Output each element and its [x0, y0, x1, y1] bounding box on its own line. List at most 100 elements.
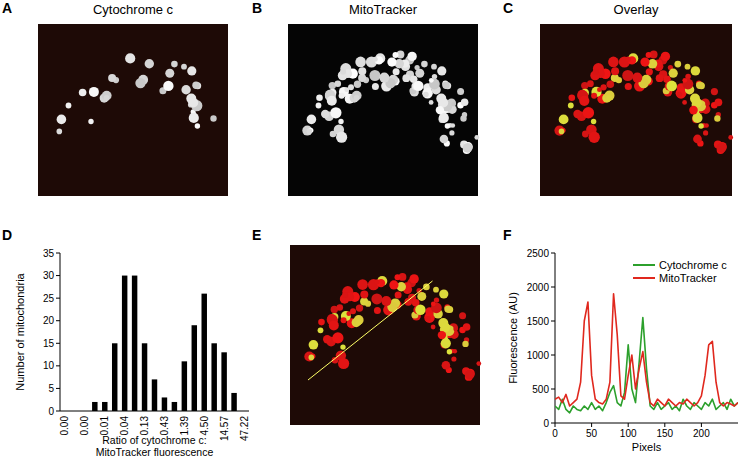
mitochondrion: [431, 64, 437, 70]
mitochondrion: [661, 52, 670, 61]
mitochondrion: [693, 135, 702, 144]
micrograph: [290, 245, 481, 425]
x-tick-label: 1.39: [179, 416, 190, 436]
mitochondrion: [356, 304, 363, 311]
mitochondrion: [89, 87, 99, 97]
mitochondrion: [393, 68, 400, 75]
y-axis-label: Fluorescence (AU): [507, 292, 519, 384]
y-tick-label: 1500: [527, 316, 550, 327]
mitochondrion: [474, 135, 479, 140]
mitochondrion: [611, 67, 619, 75]
mitochondrion: [373, 57, 378, 62]
mitochondrion: [711, 88, 718, 95]
plot-area: [555, 294, 738, 413]
mitochondrion: [321, 110, 329, 118]
mitochondrion: [79, 89, 87, 97]
mitochondrion: [476, 361, 481, 366]
panel-label: C: [503, 0, 513, 16]
mitochondrion: [442, 361, 451, 370]
mitochondrion: [357, 279, 368, 290]
mitochondrion: [344, 87, 349, 92]
mitochondrion: [181, 85, 190, 94]
mitochondrion: [381, 296, 391, 306]
profile-line: [308, 281, 433, 380]
micrograph: [38, 24, 228, 196]
mitochondrion: [656, 74, 664, 82]
mitochondrion: [393, 52, 399, 58]
y-tick-label: 2000: [527, 282, 550, 293]
legend-label: Cytochrome c: [659, 259, 727, 271]
mitochondrion: [360, 291, 368, 299]
mitochondrion: [318, 319, 325, 326]
mitochondrion: [591, 119, 596, 124]
mitochondrion: [417, 292, 426, 301]
y-tick: [551, 355, 555, 356]
mitochondrion: [379, 73, 389, 83]
figure: ACytochrome cBMitoTrackerCOverlayDEF0510…: [0, 0, 745, 459]
mitochondrion: [460, 115, 466, 121]
x-tick-label: 0: [552, 428, 558, 439]
bar: [182, 361, 187, 411]
mitochondrion: [696, 82, 703, 89]
mitochondrion: [338, 358, 349, 369]
mitochondrion: [461, 99, 469, 107]
y-tick-label: 35: [43, 248, 55, 259]
x-axis: [555, 423, 738, 424]
mitochondrion: [573, 110, 581, 118]
mitochondrion: [431, 302, 436, 307]
mitochondrion: [125, 53, 135, 63]
mitochondrion: [424, 312, 435, 323]
legend-label: MitoTracker: [659, 272, 717, 284]
mitochondrion: [433, 287, 439, 293]
mitochondrion: [439, 113, 449, 123]
bar: [72, 411, 77, 412]
y-tick-label: 25: [43, 293, 55, 304]
mitochondrion: [589, 132, 600, 143]
x-tick-label: 0.04: [119, 416, 130, 436]
mitochondrion: [554, 126, 564, 136]
y-tick: [56, 320, 60, 321]
y-tick-label: 2500: [527, 248, 550, 259]
mitochondrion: [597, 87, 602, 92]
y-tick: [551, 389, 555, 390]
x-tick-label: 0.13: [139, 416, 150, 436]
mitochondrion: [165, 69, 174, 78]
mitochondrion: [395, 274, 401, 280]
mitochondrion: [441, 323, 451, 333]
mitochondrion: [342, 292, 348, 298]
panel-title: Overlay: [614, 2, 659, 17]
mitochondrion: [341, 317, 347, 323]
mitochondrion: [451, 356, 456, 361]
x-tick-label: 14.57: [219, 416, 230, 441]
y-tick: [551, 321, 555, 322]
y-tick: [56, 365, 60, 366]
y-axis-label: Number of mitochondria: [14, 272, 26, 390]
mitochondrion: [682, 78, 687, 83]
mitochondrion: [338, 119, 343, 124]
mitochondrion: [309, 355, 315, 361]
mitochondrion: [703, 130, 708, 135]
mitochondrion: [459, 312, 466, 319]
mitochondrion: [705, 102, 710, 107]
mitochondrion: [457, 88, 464, 95]
mitochondrion: [559, 129, 565, 135]
mitochondrion: [318, 327, 324, 333]
mitochondrion: [431, 325, 436, 330]
mitochondrion: [429, 79, 440, 90]
mitochondrion: [442, 82, 449, 89]
mitochondrion: [316, 103, 322, 109]
mitochondrion: [449, 130, 454, 135]
mitochondrion: [626, 57, 631, 62]
mitochondrion: [422, 88, 433, 99]
mitochondrion: [640, 58, 649, 67]
y-tick-label: 1000: [527, 350, 550, 361]
mitochondrion: [441, 338, 451, 348]
y-tick-label: 30: [43, 270, 55, 281]
y-tick-label: 5: [48, 383, 54, 394]
bar: [62, 411, 67, 412]
mitochondrion: [444, 305, 451, 312]
x-tick-label: 0.43: [159, 416, 170, 436]
panel-label: F: [503, 227, 512, 243]
mitochondrion: [425, 316, 431, 322]
mitochondrion: [387, 58, 396, 67]
